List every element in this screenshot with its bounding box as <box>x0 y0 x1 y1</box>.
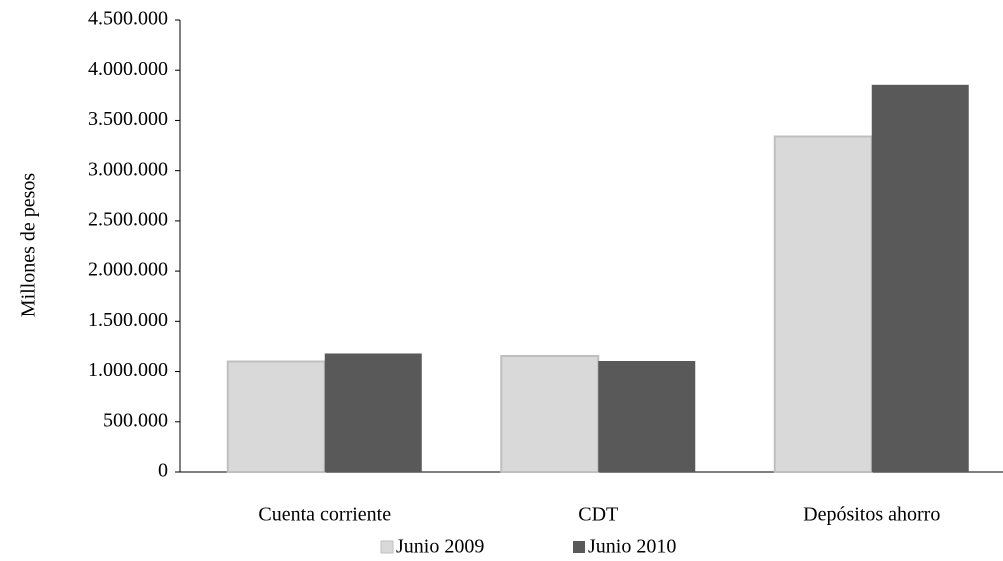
y-tick-label: 2.500.000 <box>88 208 168 230</box>
y-axis-label: Millones de pesos <box>18 173 40 318</box>
bar <box>500 354 600 473</box>
x-tick-label: Depósitos ahorro <box>803 504 940 526</box>
y-tick-label: 1.000.000 <box>88 359 168 381</box>
bar <box>324 353 422 472</box>
y-tick-label: 0 <box>158 460 168 482</box>
legend-swatch <box>573 541 585 553</box>
y-tick-label: 3.000.000 <box>88 158 168 180</box>
y-tick-label: 4.500.000 <box>88 8 168 30</box>
bar <box>871 84 969 472</box>
legend-label: Junio 2009 <box>396 536 484 558</box>
y-tick-label: 1.500.000 <box>88 309 168 331</box>
x-tick-label: CDT <box>578 504 618 526</box>
bar <box>598 361 696 472</box>
x-tick-label: Cuenta corriente <box>258 504 391 526</box>
y-tick-label: 500.000 <box>103 409 168 431</box>
y-tick-label: 3.500.000 <box>88 108 168 130</box>
bar <box>773 135 873 473</box>
bar <box>226 360 326 473</box>
y-tick-label: 2.000.000 <box>88 259 168 281</box>
legend-swatch <box>380 540 394 554</box>
legend-label: Junio 2010 <box>588 536 676 558</box>
y-tick-label: 4.000.000 <box>88 58 168 80</box>
